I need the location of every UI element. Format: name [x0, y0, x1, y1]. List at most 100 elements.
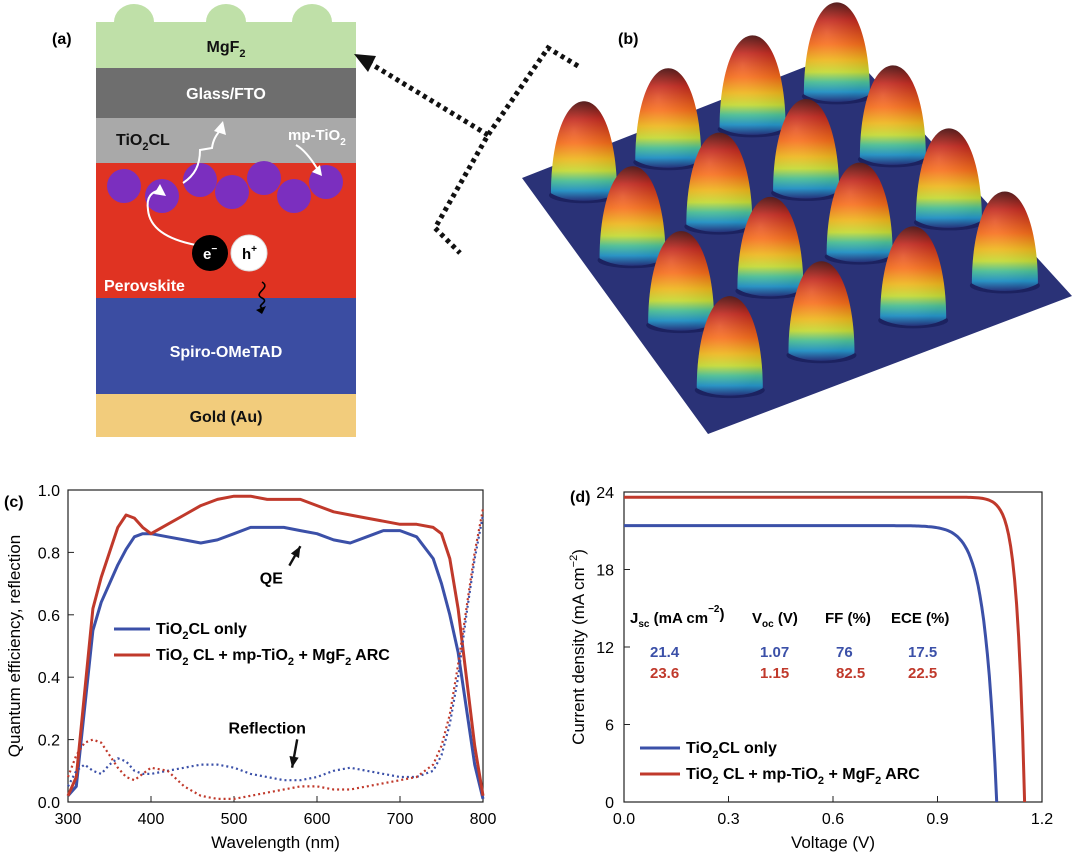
layer-3: [96, 118, 356, 163]
y-tick-label: 1.0: [38, 483, 60, 500]
layer-label-6: Gold (Au): [190, 409, 263, 426]
mp-tio2-particles: [107, 161, 343, 213]
hole-label: h+: [242, 244, 257, 263]
hole-transport-squiggle: [258, 281, 266, 309]
x-tick-label: 0.0: [613, 811, 635, 828]
table-header-ff: FF (%): [825, 610, 871, 627]
nano-dome-shade: [826, 162, 893, 263]
qe-series-line: [66, 494, 485, 797]
nano-dome-shade: [971, 191, 1038, 291]
layer-1: [96, 22, 356, 68]
layer-label-3: TiO2CL: [116, 132, 170, 153]
x-axis-label: Wavelength (nm): [211, 833, 340, 852]
reflection-series-line: [66, 508, 485, 800]
x-axis-label: Voltage (V): [791, 833, 875, 852]
device-layers: MgF2 Glass/FTO TiO2CL Perovskite Spiro-OMeTA…: [96, 22, 356, 437]
nano-dome-shade: [696, 296, 763, 396]
y-tick-label: 0.8: [38, 545, 60, 562]
panel-label-c: (c): [4, 494, 24, 511]
x-tick-label: 500: [221, 811, 248, 828]
layer-6: [96, 394, 356, 437]
table-cell: 21.4: [650, 644, 680, 661]
legend-label: TiO2 CL + mp-TiO2 + MgF2 ARC: [156, 647, 390, 668]
panel-label-b: (b): [618, 31, 638, 48]
table-cell: 82.5: [836, 665, 865, 682]
x-tick-label: 0.6: [822, 811, 844, 828]
electron-path: [146, 127, 319, 246]
layer-5: [96, 298, 356, 394]
mp-tio2-particle: [215, 175, 249, 209]
layer-label-4: Perovskite: [104, 278, 185, 295]
y-axis-label: Quantum efficiency, reflection: [5, 535, 24, 757]
nano-domes: [548, 2, 1040, 399]
annotation-arrowhead: [290, 546, 301, 559]
jv-series-line: [624, 524, 999, 803]
jv-curve-chart: 0.0 0.3 0.6 0.9 1.2 0 6 12 18 24 Voltage (V) Curren…: [568, 485, 1053, 852]
device-stack-diagram: MgF2 Glass/FTO TiO2CL Perovskite Spiro-OMeTA…: [96, 4, 580, 437]
x-tick-label: 300: [55, 811, 82, 828]
y-tick-label: 12: [596, 640, 614, 657]
dotted-bracket-arrow: [366, 44, 580, 255]
electron-label: e−: [203, 244, 217, 263]
legend-label: TiO2 CL + mp-TiO2 + MgF2 ARC: [686, 766, 920, 787]
table-cell: 17.5: [908, 644, 937, 661]
table-cell: 23.6: [650, 665, 679, 682]
x-tick-label: 700: [387, 811, 414, 828]
nano-dome-shade: [803, 2, 870, 102]
annotation-label: Reflection: [229, 720, 306, 737]
mp-tio2-particle: [247, 161, 281, 195]
nano-dome-shade: [880, 226, 947, 326]
electron-path-arrowheads: [154, 121, 322, 196]
mp-tio2-particle: [277, 179, 311, 213]
mp-tio2-particle: [107, 169, 141, 203]
x-tick-label: 400: [138, 811, 165, 828]
mp-tio2-particle: [145, 179, 179, 213]
annotation-label: QE: [260, 571, 283, 588]
table-header-voc: Voc (V): [752, 610, 798, 630]
reflection-series-line: [67, 514, 485, 787]
y-tick-label: 18: [596, 563, 614, 580]
x-tick-label: 600: [304, 811, 331, 828]
nano-dome-shade: [788, 261, 855, 361]
legend-label: TiO2CL only: [686, 740, 777, 761]
x-tick-label: 0.9: [926, 811, 948, 828]
y-tick-label: 24: [596, 485, 614, 502]
mp-tio2-label: mp-TiO2: [288, 127, 346, 148]
y-tick-label: 0.2: [38, 733, 60, 750]
annotation-arrowhead: [289, 755, 299, 768]
layer-2: [96, 68, 356, 118]
hole-symbol: [230, 234, 268, 272]
mgf2-nanobumps: [114, 4, 332, 22]
qe-series-line: [66, 525, 485, 800]
qe-reflection-chart: 300 400 500 600 700 800 0.0 0.2 0.4 0.6 0.8 1.0 Wave…: [5, 483, 497, 852]
nano-dome-shade: [737, 196, 804, 297]
y-tick-label: 6: [605, 718, 614, 735]
nano-dome-shade: [599, 166, 666, 266]
table-cell: 76: [836, 644, 853, 661]
nano-dome-shade: [859, 65, 926, 165]
electron-symbol: [192, 235, 228, 271]
layer-label-1: MgF2: [207, 39, 246, 60]
mp-tio2-particle: [183, 163, 217, 197]
nano-dome-shade: [686, 132, 753, 233]
table-header-ece: ECE (%): [891, 610, 949, 627]
x-tick-label: 0.3: [717, 811, 739, 828]
table-cell: 22.5: [908, 665, 937, 682]
nanostructure-3d-plot: [522, 2, 1072, 434]
table-cell: 1.15: [760, 665, 789, 682]
nano-dome-shade: [773, 98, 840, 199]
y-tick-label: 0.0: [38, 795, 60, 812]
x-tick-label: 800: [470, 811, 497, 828]
panel-label-a: (a): [52, 31, 72, 48]
y-tick-label: 0.6: [38, 608, 60, 625]
table-cell: 1.07: [760, 644, 789, 661]
layer-label-2: Glass/FTO: [186, 86, 266, 103]
table-header-jsc: Jsc (mA cm−2): [630, 604, 725, 630]
y-tick-label: 0.4: [38, 670, 60, 687]
panel-label-d: (d): [570, 489, 590, 506]
nano-dome-shade: [648, 231, 715, 331]
jv-series-line: [624, 495, 1027, 803]
nano-dome-shade: [915, 128, 982, 228]
x-tick-label: 1.2: [1031, 811, 1053, 828]
legend-label: TiO2CL only: [156, 621, 247, 642]
